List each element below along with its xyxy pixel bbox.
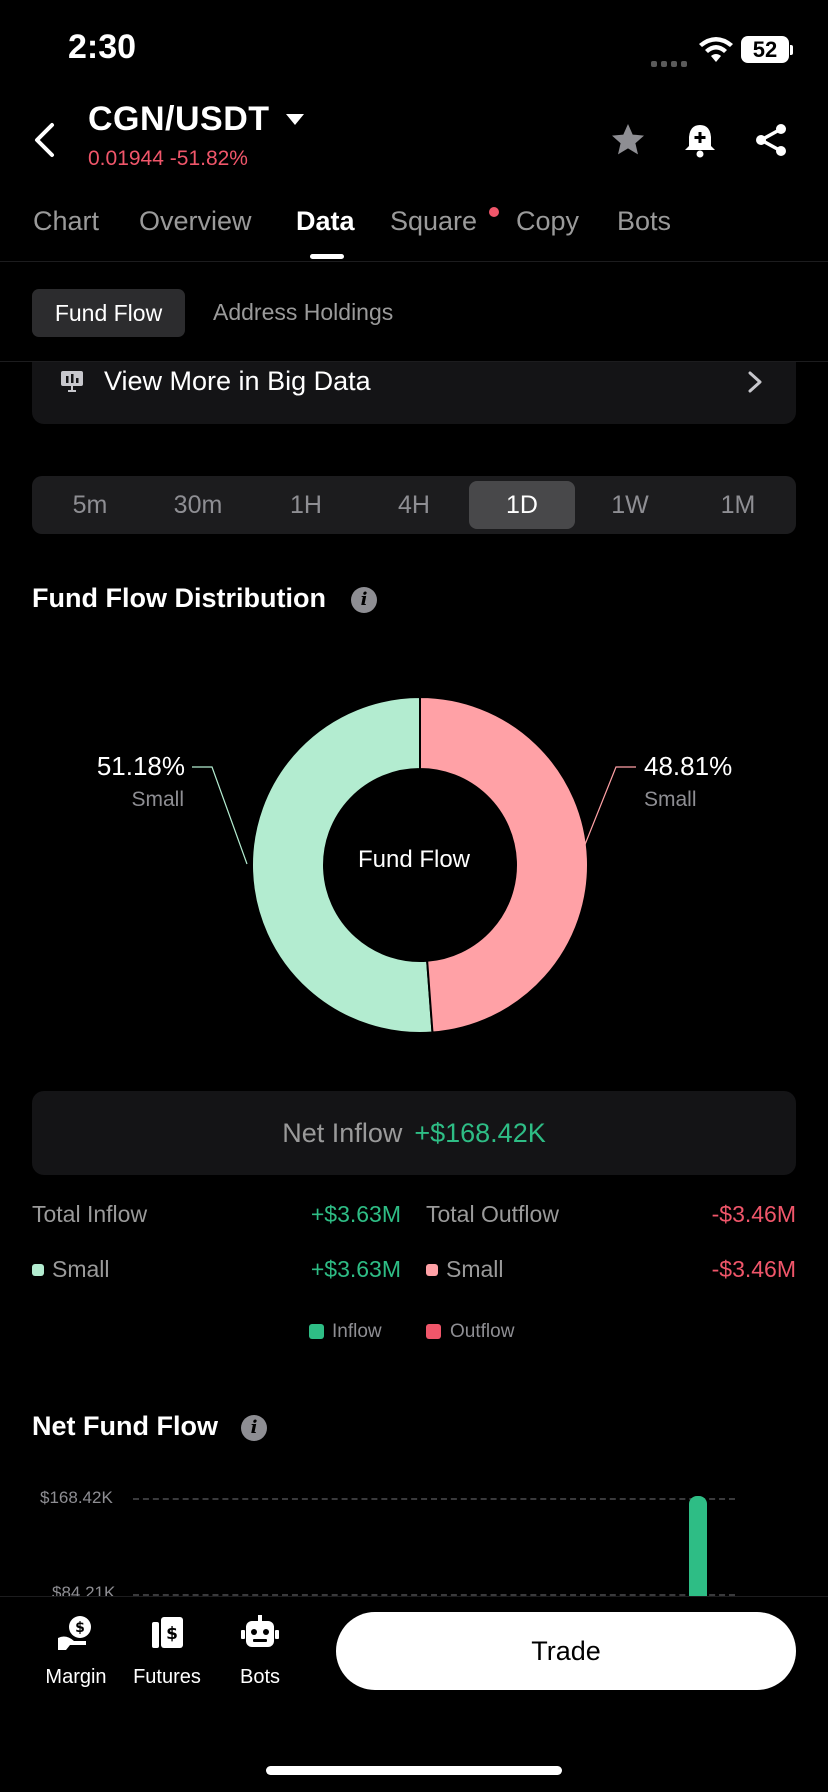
donut-center-label: Fund Flow <box>357 846 471 873</box>
period-1d[interactable]: 1D <box>469 481 575 529</box>
small-inflow-bullet <box>32 1264 44 1276</box>
net-inflow-row: Net Inflow +$168.42K <box>32 1091 796 1175</box>
total-outflow-value: -$3.46M <box>711 1201 796 1227</box>
wifi-icon <box>699 37 733 62</box>
legend-outflow-swatch <box>426 1324 441 1339</box>
legend-outflow-label: Outflow <box>450 1321 515 1342</box>
view-more-big-data-card[interactable] <box>32 362 796 424</box>
notification-dot <box>489 207 499 217</box>
tab-square[interactable]: Square <box>390 206 478 236</box>
tab-active-indicator <box>310 254 344 259</box>
net-inflow-value: +$168.42K <box>414 1118 546 1148</box>
period-1m[interactable]: 1M <box>720 491 756 519</box>
period-selector <box>32 476 796 534</box>
futures-icon[interactable]: $ <box>148 1614 188 1652</box>
tab-overview[interactable]: Overview <box>139 206 252 236</box>
big-data-icon <box>61 371 83 392</box>
last-price: 0.01944 <box>88 147 164 170</box>
period-30m[interactable]: 30m <box>173 491 223 519</box>
small-outflow-label: Small <box>446 1256 504 1282</box>
small-outflow-bullet <box>426 1264 438 1276</box>
grid-line <box>133 1498 735 1500</box>
battery-cap <box>790 45 793 55</box>
donut-slice-inflow <box>250 695 434 1034</box>
period-1h[interactable]: 1H <box>290 491 322 519</box>
trade-button[interactable]: Trade <box>336 1612 796 1690</box>
distribution-title: Fund Flow Distribution <box>32 583 326 613</box>
small-inflow-value: +$3.63M <box>310 1256 401 1282</box>
info-icon[interactable]: i <box>351 587 377 613</box>
home-indicator[interactable] <box>266 1766 562 1775</box>
bots-label[interactable]: Bots <box>239 1666 281 1688</box>
back-icon[interactable] <box>30 122 60 158</box>
pair-dropdown-icon[interactable] <box>286 114 304 125</box>
tab-chart[interactable]: Chart <box>33 206 100 236</box>
bots-icon[interactable] <box>240 1614 280 1652</box>
star-icon[interactable] <box>608 120 648 160</box>
margin-label[interactable]: Margin <box>45 1666 107 1688</box>
legend-inflow-label: Inflow <box>332 1321 382 1342</box>
bell-plus-icon[interactable] <box>680 120 720 160</box>
subtab-fund-flow[interactable]: Fund Flow <box>32 289 185 337</box>
total-inflow-value: +$3.63M <box>310 1201 401 1227</box>
tab-copy[interactable]: Copy <box>516 206 580 236</box>
change-percent: -51.82% <box>169 147 248 170</box>
info-icon[interactable]: i <box>241 1415 267 1441</box>
small-outflow-value: -$3.46M <box>711 1256 796 1282</box>
net-fund-flow-title: Net Fund Flow <box>32 1411 218 1441</box>
legend-inflow-swatch <box>309 1324 324 1339</box>
fund-flow-donut <box>250 695 589 1034</box>
battery-indicator: 52 <box>741 36 789 63</box>
svg-text:$: $ <box>75 1620 85 1636</box>
donut-slice-outflow <box>419 695 589 1034</box>
futures-label[interactable]: Futures <box>133 1666 201 1688</box>
right-slice-label: Small <box>644 788 697 811</box>
margin-icon[interactable]: $ <box>56 1614 96 1652</box>
share-icon[interactable] <box>752 120 792 160</box>
total-outflow-label: Total Outflow <box>426 1201 559 1227</box>
period-5m[interactable]: 5m <box>72 491 108 519</box>
tab-bots[interactable]: Bots <box>617 206 672 236</box>
tab-data[interactable]: Data <box>296 206 355 236</box>
donut-leader-lines <box>192 766 636 865</box>
small-inflow-label: Small <box>52 1256 110 1282</box>
left-slice-label: Small <box>131 788 184 811</box>
total-inflow-label: Total Inflow <box>32 1201 148 1227</box>
pair-title[interactable]: CGN/USDT <box>88 100 270 138</box>
view-more-label[interactable]: View More in Big Data <box>104 366 371 396</box>
cellular-signal-icon <box>651 54 691 67</box>
net-inflow-label: Net Inflow <box>282 1118 403 1148</box>
net-inflow-card <box>32 1091 796 1175</box>
grid-line <box>133 1594 735 1596</box>
tabs-divider <box>0 261 828 262</box>
net-flow-bar <box>689 1496 707 1596</box>
subtab-address-holdings[interactable]: Address Holdings <box>213 299 394 325</box>
y-tick-label: $168.42K <box>40 1488 113 1507</box>
period-1w[interactable]: 1W <box>611 491 649 519</box>
right-slice-percent: 48.81% <box>644 751 733 781</box>
status-time: 2:30 <box>68 28 137 66</box>
subtabs-divider <box>0 361 828 362</box>
svg-text:$: $ <box>166 1624 178 1644</box>
left-slice-percent: 51.18% <box>96 751 185 781</box>
price-change: 0.01944 -51.82% <box>88 147 248 171</box>
chevron-right-icon[interactable] <box>746 370 764 394</box>
period-4h[interactable]: 4H <box>398 491 430 519</box>
